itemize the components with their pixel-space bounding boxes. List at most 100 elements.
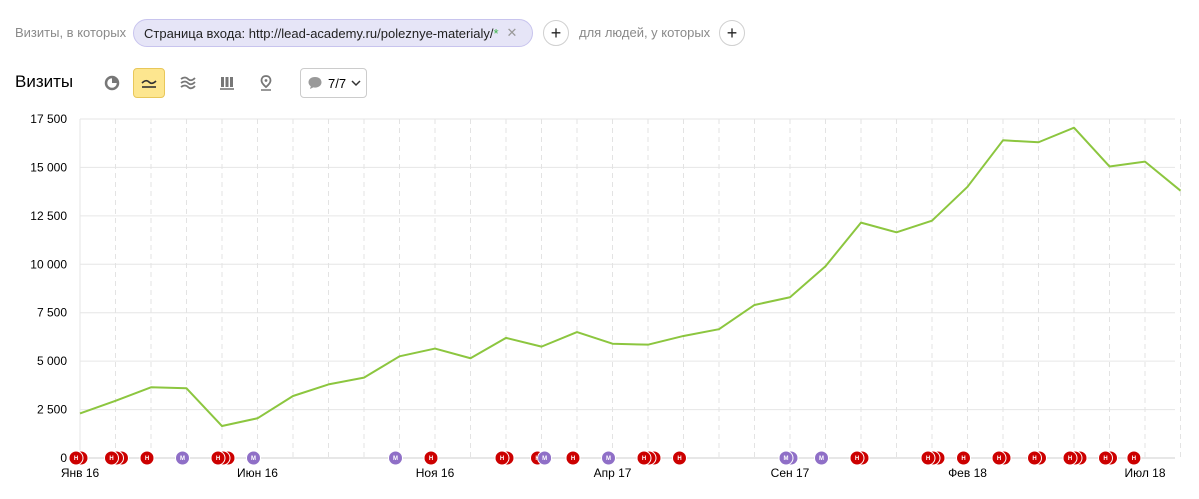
annotation-marker-label: Н (500, 456, 504, 462)
annotation-marker (537, 450, 553, 466)
visits-line-chart: 0 2 500 5 000 7 500 10 000 12 500 15 000 17 500… (30, 112, 1182, 480)
annotation-marker-label: М (542, 456, 547, 462)
data-point (327, 383, 330, 386)
annotation-marker (423, 450, 439, 466)
annotation-marker-label: Н (1103, 456, 1107, 462)
data-point (824, 265, 827, 268)
add-visit-condition-button[interactable]: + (543, 20, 569, 46)
y-tick-label: 0 (60, 451, 67, 465)
data-point (1073, 126, 1076, 129)
data-point (398, 355, 401, 358)
pie-chart-button[interactable] (96, 68, 128, 98)
data-point (469, 357, 472, 360)
data-point (1179, 189, 1182, 192)
x-tick-label: Июн 16 (237, 466, 278, 480)
x-tick-label: Сен 17 (771, 466, 810, 480)
x-tick-label: Ноя 16 (416, 466, 455, 480)
data-point (256, 417, 259, 420)
data-point (895, 231, 898, 234)
annotation-marker (494, 450, 510, 466)
area-chart-icon (180, 76, 196, 90)
data-point (682, 334, 685, 337)
segment-filter-row: Визиты, в которых Страница входа: http:/… (0, 18, 1199, 48)
bar-chart-icon (220, 77, 234, 90)
data-point (540, 345, 543, 348)
wildcard-star: * (493, 25, 499, 41)
annotation-marker (778, 450, 794, 466)
annotations-dropdown[interactable]: 7/7 (300, 68, 367, 98)
y-tick-label: 17 500 (30, 112, 67, 126)
annotation-marker-label: Н (145, 456, 149, 462)
comment-icon (308, 77, 322, 89)
annotation-marker (814, 450, 829, 466)
data-point (505, 336, 508, 339)
annotation-marker-label: Н (1032, 456, 1036, 462)
data-point (966, 185, 969, 188)
map-chart-button[interactable] (250, 68, 282, 98)
data-point (114, 399, 117, 402)
y-tick-label: 5 000 (37, 354, 67, 368)
x-tick-label: Янв 16 (61, 466, 100, 480)
line-chart-icon (141, 79, 157, 88)
data-point (1108, 165, 1111, 168)
visits-filter-label: Визиты, в которых (15, 25, 127, 40)
annotation-marker (104, 450, 119, 466)
data-point (753, 303, 756, 306)
data-point (931, 219, 934, 222)
annotation-marker (388, 450, 403, 466)
annotation-marker (991, 450, 1007, 466)
data-point (1002, 139, 1005, 142)
annotation-marker (920, 450, 936, 466)
annotation-marker-label: Н (571, 456, 575, 462)
data-point (79, 412, 82, 415)
data-point (185, 387, 188, 390)
people-filter-label: для людей, у которых (579, 25, 711, 40)
annotation-marker (636, 450, 652, 466)
x-tick-label: Апр 17 (594, 466, 632, 480)
annotation-marker-label: Н (677, 456, 681, 462)
y-tick-label: 12 500 (30, 209, 67, 223)
data-point (718, 328, 721, 331)
annotation-marker (175, 450, 190, 466)
annotation-marker-label: Н (855, 456, 859, 462)
entry-page-filter-chip[interactable]: Страница входа: http://lead-academy.ru/p… (133, 19, 533, 47)
close-icon[interactable]: ✕ (506, 25, 518, 40)
annotation-marker (210, 450, 226, 466)
annotation-marker-label: М (784, 456, 789, 462)
data-point (434, 347, 437, 350)
bar-chart-button[interactable] (211, 68, 243, 98)
line-chart-button[interactable] (133, 68, 165, 98)
annotation-marker-label: Н (997, 456, 1001, 462)
annotations-count: 7/7 (328, 75, 347, 91)
annotation-marker-label: Н (961, 456, 965, 462)
annotation-marker (672, 450, 687, 466)
annotation-marker (849, 450, 865, 466)
annotation-marker-label: Н (74, 456, 78, 462)
data-point (611, 342, 614, 345)
annotation-marker (139, 450, 155, 466)
annotation-marker-label: Н (926, 456, 930, 462)
data-point (363, 376, 366, 379)
y-tick-label: 15 000 (30, 160, 67, 174)
annotation-marker-label: М (251, 456, 256, 462)
annotation-marker (601, 450, 616, 466)
add-people-condition-button[interactable]: + (719, 20, 745, 46)
annotation-marker (246, 450, 261, 466)
annotation-marker (1062, 450, 1078, 466)
series-line (79, 126, 1182, 428)
annotation-marker (68, 450, 84, 466)
annotation-marker-label: Н (1132, 456, 1136, 462)
data-point (150, 386, 153, 389)
x-tick-label: Июл 18 (1124, 466, 1165, 480)
chip-text: Страница входа: http://lead-academy.ru/p… (144, 25, 494, 41)
y-tick-label: 7 500 (37, 306, 67, 320)
annotation-marker (1027, 450, 1042, 466)
area-chart-button[interactable] (172, 68, 204, 98)
annotation-marker-label: Н (429, 456, 433, 462)
data-point (221, 425, 224, 428)
annotation-marker-label: Н (216, 456, 220, 462)
annotation-marker (1126, 450, 1142, 466)
map-pin-icon (260, 75, 272, 91)
data-point (789, 296, 792, 299)
annotation-marker-label: Н (1068, 456, 1072, 462)
